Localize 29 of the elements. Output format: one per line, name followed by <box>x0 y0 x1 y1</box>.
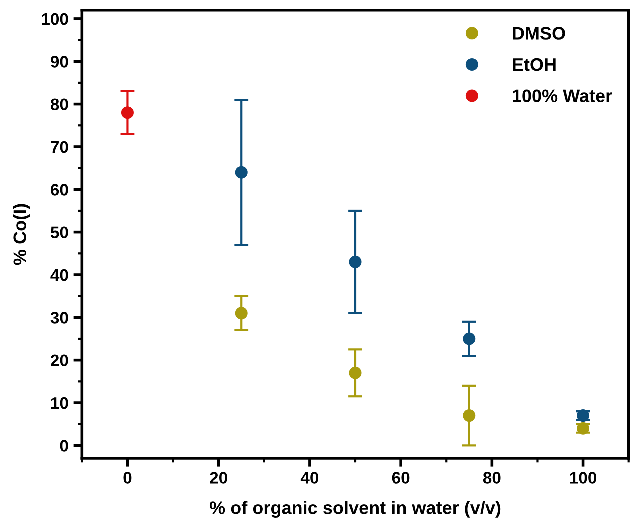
y-tick-label: 0 <box>60 440 68 452</box>
x-tick-label: 0 <box>124 472 132 484</box>
point <box>349 256 362 268</box>
y-tick-label: 90 <box>51 56 68 68</box>
y-tick-label: 40 <box>50 269 68 282</box>
x-tick-label: 80 <box>483 472 501 484</box>
point <box>463 332 476 346</box>
legend-label: 100% Water <box>513 90 612 102</box>
point <box>235 307 248 320</box>
y-axis-title: % Co(I) <box>13 204 30 266</box>
y-tick-label: 70 <box>51 141 68 154</box>
legend-label: EtOH <box>513 58 556 72</box>
y-tick-label: 10 <box>51 397 68 410</box>
y-tick-label: 30 <box>50 312 68 324</box>
x-tick-label: 100 <box>570 472 597 484</box>
legend-label: DMSO <box>513 27 566 40</box>
point <box>349 366 362 380</box>
x-axis-title: % of organic solvent in water (v/v) <box>210 501 501 518</box>
x-tick-label: 60 <box>392 472 410 484</box>
y-tick-label: 20 <box>51 354 68 367</box>
x-tick-label: 40 <box>300 472 319 484</box>
x-tick-label: 20 <box>210 472 228 484</box>
point <box>235 166 248 179</box>
point <box>121 106 134 120</box>
y-tick-label: 100 <box>42 13 68 26</box>
y-tick-label: 80 <box>50 98 68 110</box>
y-tick-label: 50 <box>50 226 68 239</box>
point <box>463 410 476 422</box>
y-tick-label: 60 <box>51 184 68 196</box>
